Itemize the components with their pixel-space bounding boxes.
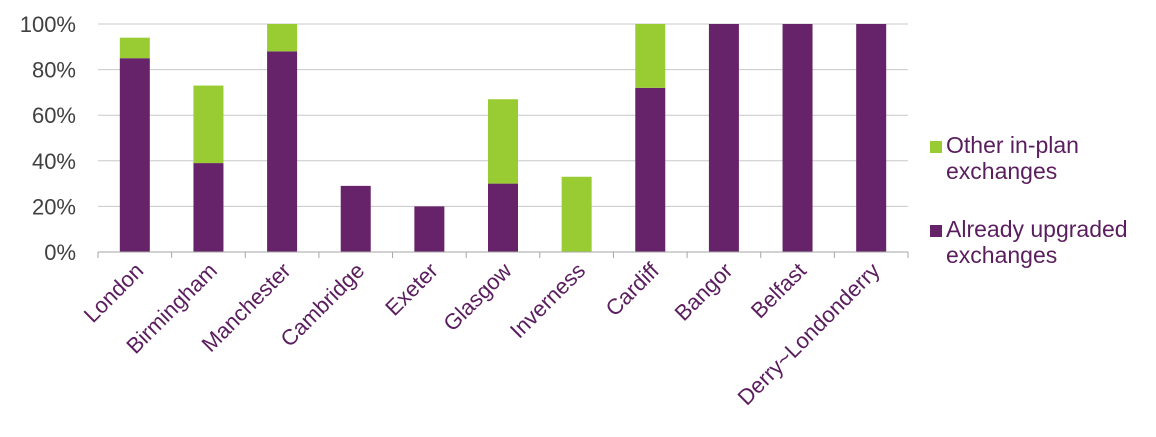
x-tick-label: Inverness bbox=[505, 258, 590, 343]
x-tick-label: Cardiff bbox=[601, 257, 665, 321]
legend-swatch bbox=[930, 225, 942, 237]
legend-label: Already upgraded bbox=[946, 216, 1128, 242]
bar-segment bbox=[708, 24, 739, 252]
bar-segment bbox=[267, 24, 298, 52]
bar-segment bbox=[193, 163, 224, 252]
legend-label: exchanges bbox=[946, 158, 1057, 184]
y-tick-label: 100% bbox=[20, 12, 76, 37]
bars bbox=[119, 24, 887, 253]
y-tick-label: 40% bbox=[32, 149, 76, 174]
y-tick-label: 60% bbox=[32, 103, 76, 128]
x-tick-label: Bangor bbox=[670, 258, 738, 326]
bar-segment bbox=[635, 87, 666, 252]
legend-label: exchanges bbox=[946, 242, 1057, 268]
x-tick-label: Exeter bbox=[380, 258, 443, 321]
y-tick-label: 80% bbox=[32, 58, 76, 83]
x-tick-label: Derry~Londonderry bbox=[733, 258, 885, 410]
bar-segment bbox=[414, 206, 445, 252]
x-tick-label: London bbox=[79, 258, 149, 328]
bar-segment bbox=[488, 183, 518, 252]
bar-segment bbox=[267, 51, 298, 252]
x-tick-label: Belfast bbox=[746, 258, 811, 323]
y-tick-label: 20% bbox=[32, 194, 76, 219]
y-axis: 0% 20% 40% 60% 80% 100% bbox=[20, 12, 76, 265]
bar-segment bbox=[561, 176, 592, 252]
bar-segment bbox=[119, 37, 150, 59]
bar-segment bbox=[856, 24, 887, 252]
bar-segment bbox=[340, 185, 371, 252]
bar-segment bbox=[119, 58, 150, 253]
bar-segment bbox=[782, 24, 813, 252]
bar-segment bbox=[488, 99, 518, 184]
bar-segment bbox=[635, 24, 666, 88]
legend-swatch bbox=[930, 141, 942, 153]
bar-segment bbox=[193, 85, 224, 164]
legend-label: Other in-plan bbox=[946, 132, 1079, 158]
y-tick-label: 0% bbox=[44, 240, 76, 265]
